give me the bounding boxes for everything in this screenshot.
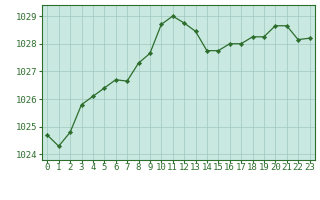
Text: Graphe pression niveau de la mer (hPa): Graphe pression niveau de la mer (hPa) (41, 181, 279, 191)
